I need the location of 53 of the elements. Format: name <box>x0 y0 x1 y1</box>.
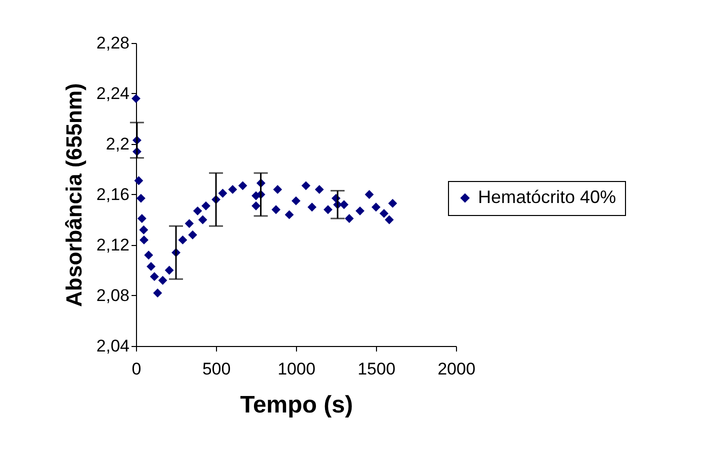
point <box>272 205 280 214</box>
x-tick-label: 1500 <box>358 360 396 378</box>
point <box>137 214 146 223</box>
point <box>158 276 168 285</box>
x-tick-label: 500 <box>202 360 231 378</box>
point <box>188 230 198 240</box>
point <box>273 184 282 194</box>
point <box>308 202 316 212</box>
point <box>198 215 208 224</box>
point <box>356 206 364 216</box>
y-tick-label: 2,12 <box>96 236 130 254</box>
x-tick-label: 1000 <box>278 360 316 378</box>
point <box>146 262 156 271</box>
y-tick-label: 2,16 <box>96 185 130 204</box>
point <box>372 202 380 212</box>
point <box>144 250 154 260</box>
point <box>136 194 146 203</box>
point <box>140 235 148 244</box>
point <box>252 201 260 210</box>
point <box>340 200 348 210</box>
y-axis-title: Absorbância (655nm) <box>61 83 86 307</box>
x-axis-title: Tempo (s) <box>240 392 353 418</box>
point <box>153 288 162 298</box>
legend-label: Hematócrito 40% <box>478 187 616 207</box>
point <box>292 196 300 206</box>
point <box>238 181 248 190</box>
y-tick-label: 2,28 <box>96 34 130 52</box>
point <box>388 198 398 208</box>
point <box>184 219 194 228</box>
point <box>193 206 202 216</box>
point <box>284 210 294 220</box>
point <box>314 184 324 194</box>
point <box>364 190 374 199</box>
point <box>178 235 188 244</box>
point <box>384 215 394 224</box>
point <box>132 94 140 104</box>
point <box>344 214 354 223</box>
point <box>164 266 174 275</box>
point <box>301 181 310 190</box>
y-tick-label: 2,2 <box>106 134 130 154</box>
point <box>380 208 388 218</box>
y-tick-label: 2,08 <box>96 286 130 305</box>
point <box>139 225 148 234</box>
point <box>218 188 228 198</box>
point <box>228 184 238 194</box>
x-tick-label: 2000 <box>438 360 476 378</box>
point <box>134 176 144 186</box>
point <box>201 201 210 210</box>
point <box>150 272 159 282</box>
point <box>324 205 332 214</box>
x-tick-label: 0 <box>132 360 142 378</box>
y-tick-label: 2,04 <box>96 336 130 356</box>
y-tick-label: 2,24 <box>96 84 130 103</box>
